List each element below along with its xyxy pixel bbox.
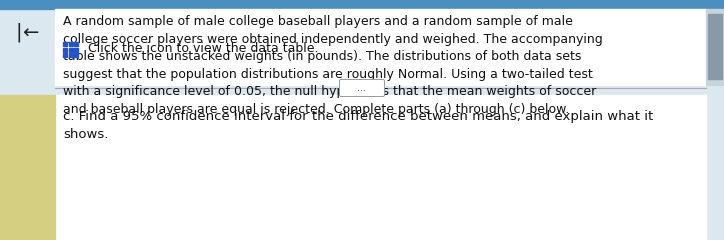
Bar xyxy=(55,95,706,240)
Bar xyxy=(69,48,72,52)
Bar xyxy=(74,53,78,57)
Bar xyxy=(708,14,722,79)
Text: Click the icon to view the data table.: Click the icon to view the data table. xyxy=(83,42,318,55)
FancyBboxPatch shape xyxy=(340,79,384,96)
Bar xyxy=(55,9,706,85)
Bar xyxy=(63,48,67,52)
Text: ...: ... xyxy=(358,83,366,93)
Text: A random sample of male college baseball players and a random sample of male
col: A random sample of male college baseball… xyxy=(63,15,603,116)
Bar xyxy=(0,95,55,240)
Text: c. Find a 95% confidence interval for the difference between means, and explain : c. Find a 95% confidence interval for th… xyxy=(63,110,653,142)
Text: $\mathsf{|\!\leftarrow}$: $\mathsf{|\!\leftarrow}$ xyxy=(15,21,40,44)
Bar xyxy=(0,0,724,9)
Bar xyxy=(69,53,72,57)
Bar xyxy=(63,42,67,46)
Bar xyxy=(69,42,72,46)
Bar xyxy=(74,42,78,46)
Bar xyxy=(63,53,67,57)
Bar xyxy=(74,48,78,52)
Bar xyxy=(706,9,724,85)
